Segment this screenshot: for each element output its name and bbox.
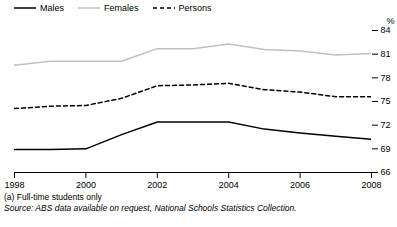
svg-text:69: 69 — [381, 144, 391, 154]
svg-text:72: 72 — [381, 120, 391, 130]
svg-text:66: 66 — [381, 167, 391, 177]
html-text:Source: ABS data available on: Source: ABS data available on request, N… — [4, 203, 297, 213]
svg-text:2004: 2004 — [219, 180, 239, 190]
svg-text:2006: 2006 — [290, 180, 310, 190]
html-text:Females: Females — [104, 3, 139, 13]
svg-text:75: 75 — [381, 96, 391, 106]
html-text:Persons: Persons — [178, 3, 212, 13]
svg-text:81: 81 — [381, 49, 391, 59]
svg-text:2002: 2002 — [147, 180, 167, 190]
svg-text:%: % — [386, 16, 394, 26]
svg-text:2008: 2008 — [361, 180, 381, 190]
svg-text:2000: 2000 — [76, 180, 96, 190]
html-text:Males: Males — [40, 3, 64, 13]
svg-text:1998: 1998 — [4, 180, 24, 190]
svg-text:84: 84 — [381, 25, 391, 35]
svg-text:78: 78 — [381, 73, 391, 83]
html-text:(a) Full-time students only: (a) Full-time students only — [4, 192, 102, 202]
